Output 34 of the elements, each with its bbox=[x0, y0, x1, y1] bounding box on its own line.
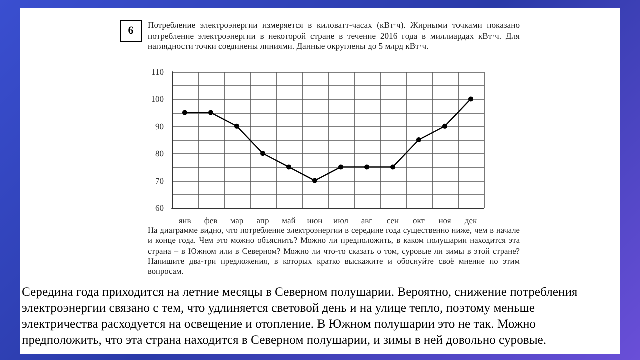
point bbox=[234, 124, 240, 129]
x-tick-label: июл bbox=[334, 216, 350, 226]
point bbox=[390, 164, 396, 170]
y-tick-label: 100 bbox=[151, 94, 164, 104]
point bbox=[182, 110, 188, 116]
point bbox=[468, 96, 474, 102]
x-tick-label: сен bbox=[386, 216, 400, 226]
x-tick-label: ноя bbox=[438, 216, 452, 226]
text: На диаграмме видно, что потребление электроэнергии в середине года существенно ниже, чем в начале и конце года. Чем это можно объяснить? Можно ли предположить, в каком полушарии находится эта страна – в Южном или в Северном? Можно ли что-то сказать о том, суровые ли зимы в этой стране? Напишите два-три предложения, в которых кратко выскажите и обоснуйте своё мнение по этим вопросам. bbox=[148, 226, 520, 278]
y-tick-label: 70 bbox=[156, 176, 164, 186]
point bbox=[208, 110, 214, 116]
point bbox=[260, 151, 266, 156]
chart-title: Потребление электроэнергии измеряется в киловатт-часах (кВт·ч). Жирными точками показано потребление электроэнергии в некоторой стране в течение 2016 года в миллиардах кВт·ч. Для наглядности точки соединены линиями. Данные округлены до 5 млрд кВт·ч. bbox=[148, 20, 520, 52]
point bbox=[442, 124, 448, 129]
x-tick-label: авг bbox=[361, 216, 374, 226]
y-tick-label: 110 bbox=[152, 67, 164, 77]
y-tick-label: 60 bbox=[156, 203, 164, 213]
y-tick-label: 80 bbox=[156, 148, 164, 159]
y-tick-label: 90 bbox=[156, 121, 164, 132]
point bbox=[416, 138, 422, 142]
x-tick-label: мар bbox=[230, 216, 244, 226]
x-tick-label: окт bbox=[413, 216, 426, 226]
x-tick-label: июн bbox=[307, 216, 324, 226]
x-tick-label: фев bbox=[204, 216, 218, 226]
x-tick-label: апр bbox=[256, 216, 270, 226]
point bbox=[312, 178, 318, 184]
text: 6 bbox=[120, 20, 142, 42]
point bbox=[338, 164, 344, 170]
x-tick-label: май bbox=[282, 216, 296, 226]
point bbox=[364, 164, 370, 170]
point bbox=[286, 164, 292, 170]
text: Середина года приходится на летние месяцы в Северном полушарии. Вероятно, снижение потребления электроэнергии связано с тем, что удлиняется световой день и на улице тепло, поэтому меньше электричества расходуется на освещение и отопление. В Южном полушарии это не так. Можно предположить, что эта страна находится в Северном полушарии, и зимы в ней довольно суровые. bbox=[21, 284, 579, 348]
x-tick-label: янв bbox=[178, 216, 192, 226]
x-tick-label: дек bbox=[464, 216, 478, 226]
